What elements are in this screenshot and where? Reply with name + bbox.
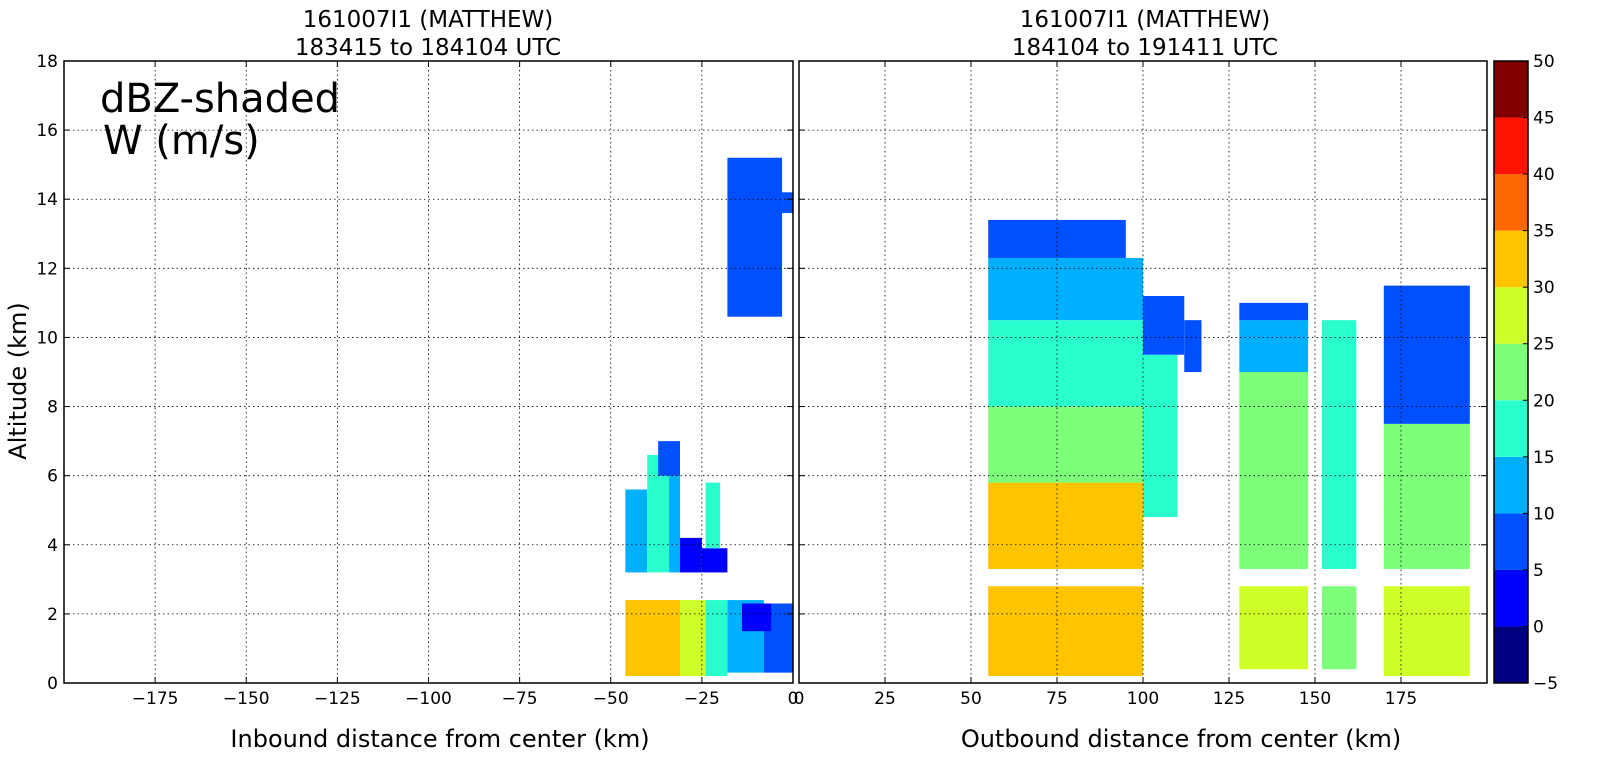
- right-dbz-cell-14: [988, 586, 1143, 677]
- colorbar-swatch: [1494, 61, 1528, 118]
- left-dbz-cell-0: [727, 157, 783, 317]
- right-x-axis-label: Outbound distance from center (km): [961, 725, 1401, 753]
- right-title-line1: 161007I1 (MATTHEW): [1019, 7, 1271, 33]
- left-dbz-cell-2: [625, 489, 648, 573]
- y-tick-label: 12: [36, 259, 58, 279]
- right-x-tick-label: 0: [794, 689, 805, 709]
- right-dbz-cell-12: [1383, 423, 1470, 569]
- right-dbz-cell-1: [988, 406, 1143, 483]
- y-tick-label: 10: [36, 328, 58, 348]
- right-dbz-cell-7: [1184, 320, 1202, 372]
- y-axis-label: Altitude (km): [4, 302, 32, 459]
- left-x-tick-label: −150: [223, 689, 270, 709]
- colorbar-tick-label: 50: [1533, 52, 1555, 72]
- left-dbz-cell-1: [782, 192, 793, 214]
- left-title-line1: 161007I1 (MATTHEW): [302, 7, 554, 33]
- colorbar: −5 0 5 10 15 20 25 30 35 40 45 50: [1493, 52, 1558, 694]
- right-dbz-cell-17: [1383, 586, 1470, 677]
- colorbar-swatch: [1494, 343, 1528, 401]
- colorbar-swatch: [1494, 400, 1528, 457]
- right-dbz-cell-9: [1239, 320, 1309, 372]
- left-x-tick-label: 0: [788, 689, 799, 709]
- colorbar-tick-label: 5: [1533, 561, 1544, 581]
- right-dbz-cell-13: [1383, 285, 1470, 424]
- right-x-tick-label: 50: [960, 689, 982, 709]
- left-dbz-cell-8: [705, 482, 721, 549]
- colorbar-tick-label: 25: [1533, 335, 1555, 355]
- left-dbz-cell-11: [705, 600, 728, 677]
- y-tick-label: 18: [36, 52, 58, 72]
- colorbar-swatch: [1494, 230, 1528, 288]
- annotation-w-ms: W (m/s): [103, 118, 260, 164]
- colorbar-swatch: [1494, 569, 1528, 627]
- annotation-dbz-shaded: dBZ-shaded: [100, 76, 341, 122]
- colorbar-tick-label: 35: [1533, 222, 1555, 242]
- right-dbz-cell-11: [1321, 320, 1357, 569]
- right-dbz-cell-3: [988, 257, 1143, 321]
- colorbar-tick-label: 10: [1533, 504, 1555, 524]
- y-tick-label: 4: [47, 536, 58, 556]
- right-dbz-cell-4: [988, 219, 1126, 258]
- colorbar-swatch: [1494, 174, 1528, 231]
- right-dbz-cell-15: [1239, 586, 1309, 670]
- left-x-tick-label: −125: [314, 689, 361, 709]
- left-dbz-cell-10: [680, 600, 706, 677]
- left-dbz-cell-9: [625, 600, 681, 677]
- right-axes: 0 25 50 75 100 125 150 175: [794, 60, 1488, 709]
- left-dbz-cell-6: [680, 537, 702, 573]
- left-x-tick-label: −50: [593, 689, 629, 709]
- colorbar-swatch: [1494, 513, 1528, 570]
- colorbar-tick-label: 45: [1533, 109, 1555, 129]
- right-dbz-cell-8: [1239, 372, 1309, 569]
- right-x-tick-label: 175: [1385, 689, 1417, 709]
- left-x-tick-label: −100: [405, 689, 452, 709]
- colorbar-tick-label: 0: [1533, 617, 1544, 637]
- right-dbz-cell-16: [1321, 586, 1357, 670]
- right-panel-title: 161007I1 (MATTHEW) 184104 to 191411 UTC: [945, 6, 1345, 62]
- y-tick-label: 2: [47, 605, 58, 625]
- left-x-tick-label: −25: [684, 689, 720, 709]
- right-x-tick-label: 150: [1299, 689, 1331, 709]
- colorbar-swatch: [1494, 626, 1528, 683]
- colorbar-tick-label: −5: [1533, 674, 1558, 694]
- colorbar-tick-label: 40: [1533, 165, 1555, 185]
- left-title-line2: 183415 to 184104 UTC: [294, 35, 562, 61]
- right-x-tick-label: 100: [1127, 689, 1159, 709]
- right-x-tick-label: 25: [874, 689, 896, 709]
- y-tick-label: 16: [36, 121, 58, 141]
- left-dbz-cell-3: [647, 454, 670, 573]
- colorbar-tick-label: 30: [1533, 278, 1555, 298]
- left-dbz-cell-7: [701, 548, 728, 573]
- left-dbz-cell-4: [669, 454, 681, 573]
- right-dbz-cell-0: [988, 482, 1143, 569]
- colorbar-tick-label: 20: [1533, 391, 1555, 411]
- left-dbz-cell-5: [658, 441, 681, 476]
- y-tick-label: 14: [36, 190, 58, 210]
- right-dbz-cell-2: [988, 320, 1143, 407]
- left-x-tick-label: −175: [132, 689, 179, 709]
- right-x-tick-label: 125: [1213, 689, 1245, 709]
- plot-annotation: dBZ-shaded W (m/s): [100, 78, 340, 162]
- colorbar-frame: [1493, 60, 1529, 684]
- colorbar-swatch: [1494, 287, 1528, 344]
- left-x-tick-label: −75: [502, 689, 538, 709]
- left-panel-title: 161007I1 (MATTHEW) 183415 to 184104 UTC: [228, 6, 628, 62]
- right-dbz-cell-6: [1143, 295, 1185, 355]
- right-title-line2: 184104 to 191411 UTC: [1011, 35, 1279, 61]
- left-x-axis-label: Inbound distance from center (km): [230, 725, 649, 753]
- right-dbz-cell-5: [1143, 354, 1178, 518]
- left-dbz-cell-14: [741, 603, 772, 632]
- y-tick-label: 0: [47, 674, 58, 694]
- colorbar-tick-label: 15: [1533, 448, 1555, 468]
- colorbar-swatch: [1494, 117, 1528, 175]
- right-dbz-cell-10: [1239, 302, 1309, 321]
- left-axes: −175 −150 −125 −100 −75 −50 −25 0 0 2 4 6 8 10 12 14 16 1…: [36, 52, 798, 709]
- right-x-tick-label: 75: [1046, 689, 1068, 709]
- y-tick-label: 8: [47, 398, 58, 418]
- colorbar-swatch: [1494, 456, 1528, 514]
- y-tick-label: 6: [47, 467, 58, 487]
